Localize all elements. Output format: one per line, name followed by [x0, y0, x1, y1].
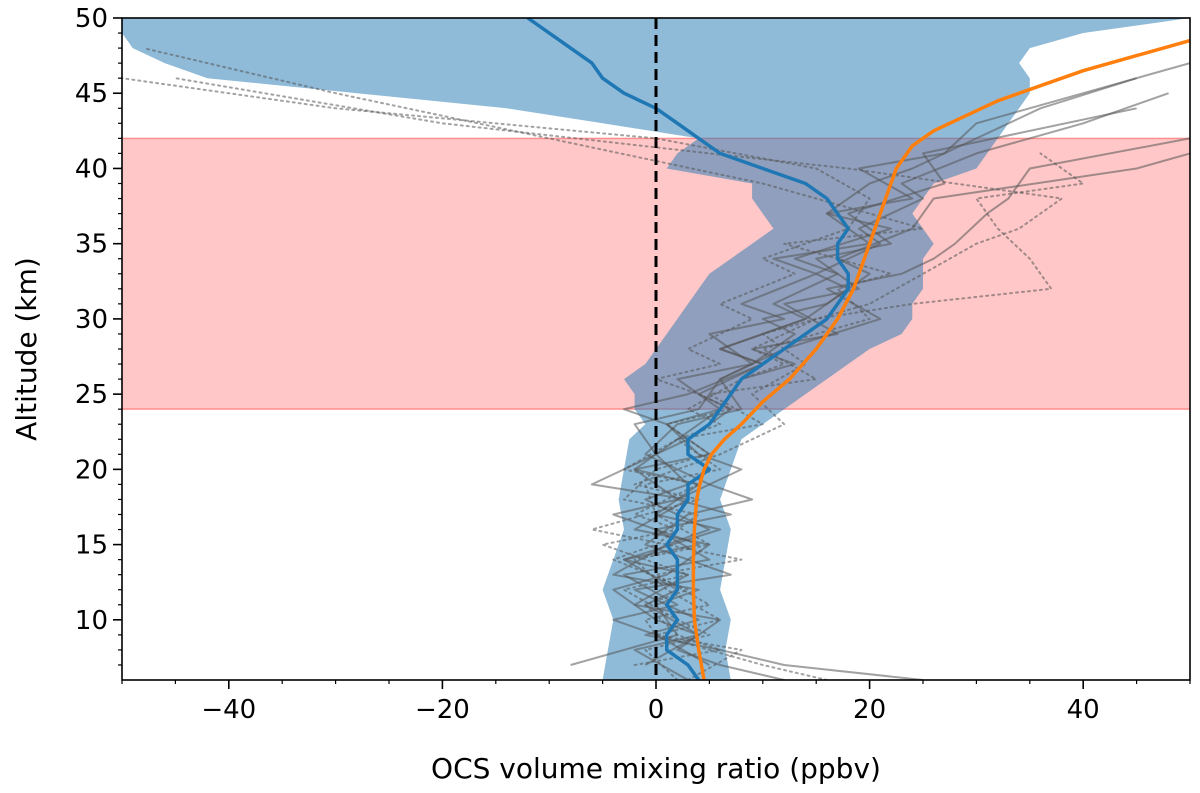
- y-tick-label: 10: [75, 606, 108, 636]
- y-tick-label: 45: [75, 79, 108, 109]
- model-profile-layer: [691, 38, 1190, 680]
- y-tick-label: 30: [75, 305, 108, 335]
- x-axis-title: OCS volume mixing ratio (ppbv): [431, 752, 881, 785]
- individual-profile-6: [570, 152, 1190, 666]
- mean-profile-layer: [526, 18, 850, 680]
- y-ticks-layer: 10 15 20 25 30 35 40 45 50: [75, 4, 122, 666]
- x-tick-label: −20: [415, 695, 470, 725]
- individual-profile-7: [601, 152, 1085, 680]
- y-tick-label: 50: [75, 4, 108, 34]
- individual-profile-1: [612, 62, 1190, 680]
- x-tick-label: −40: [201, 695, 256, 725]
- y-tick-label: 25: [75, 380, 108, 410]
- y-axis-title: Altitude (km): [10, 257, 43, 441]
- y-tick-label: 20: [75, 455, 108, 485]
- model-profile-line: [691, 38, 1190, 680]
- x-tick-label: 20: [853, 695, 886, 725]
- x-tick-label: 40: [1067, 695, 1100, 725]
- mean-profile-line: [526, 18, 850, 680]
- y-tick-label: 15: [75, 531, 108, 561]
- x-ticks-layer: −40 −20 0 20 40: [121, 680, 1191, 725]
- y-tick-label: 40: [75, 154, 108, 184]
- x-tick-label: 0: [648, 695, 665, 725]
- y-tick-label: 35: [75, 230, 108, 260]
- individual-profile-9: [122, 77, 871, 666]
- individual-profile-5: [633, 137, 1190, 680]
